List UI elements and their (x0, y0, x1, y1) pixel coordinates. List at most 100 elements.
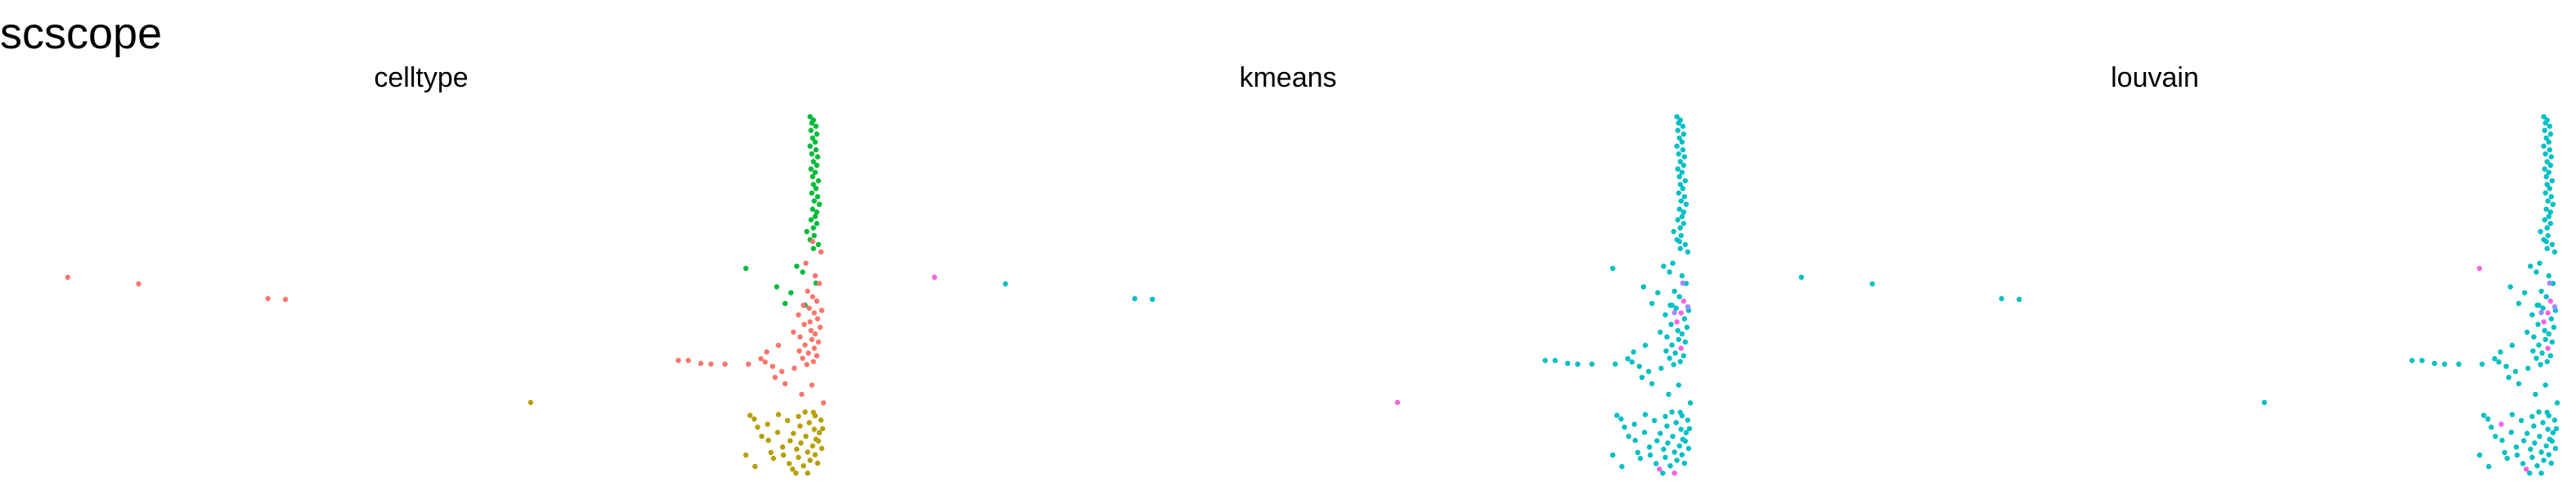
scatter-point (2541, 114, 2547, 119)
scatter-point (2528, 264, 2533, 269)
scatter-point (2486, 463, 2492, 470)
scatter-point (2547, 298, 2553, 304)
scatter-point (1686, 426, 1693, 431)
scatter-point (2498, 421, 2504, 427)
scatter-point (786, 461, 792, 466)
scatter-point (2544, 246, 2550, 251)
scatter-point (2514, 452, 2520, 458)
scatter-point (1654, 438, 1660, 444)
scatter-point (2544, 182, 2550, 187)
scatter-point (816, 281, 823, 286)
scatter-point (814, 131, 819, 137)
scatter-point (2504, 456, 2510, 462)
facet-celltype: celltype (65, 62, 827, 476)
scatter-point (815, 438, 821, 444)
scatter-point (1637, 456, 1644, 462)
scatter-point (1642, 342, 1649, 349)
scatter-point (812, 273, 818, 279)
scatter-point (2538, 309, 2544, 316)
scatter-point (792, 365, 797, 372)
scatter-point (2547, 131, 2553, 137)
scatter-point (775, 412, 782, 417)
scatter-point (1674, 319, 1680, 325)
scatter-point (685, 358, 691, 363)
scatter-point (801, 322, 807, 327)
scatter-point (815, 154, 820, 160)
scatter-point (810, 206, 815, 212)
scatter-point (812, 452, 818, 457)
scatter-point (2542, 336, 2548, 342)
scatter-point (1682, 178, 1688, 184)
scatter-point (794, 264, 800, 269)
scatter-point (746, 361, 752, 367)
scatter-point (743, 265, 749, 272)
scatter-point (801, 463, 806, 469)
scatter-point (2554, 400, 2560, 406)
scatter-point (1685, 249, 1691, 255)
scatter-point (1552, 358, 1558, 363)
scatter-point (2545, 232, 2551, 239)
scatter-point (931, 274, 938, 280)
scatter-point (1665, 440, 1671, 446)
scatter-point (1676, 120, 1681, 126)
scatter-point (2553, 426, 2560, 431)
scatter-point (808, 217, 814, 223)
scatter-point (2548, 460, 2554, 466)
scatter-point (1667, 302, 1673, 309)
scatter-point (2547, 353, 2553, 358)
scatter-point (2538, 471, 2544, 476)
scatter-point (1670, 434, 1676, 439)
scatter-point (815, 460, 820, 466)
scatter-point (1664, 334, 1670, 340)
facet-kmeans: kmeans (931, 62, 1694, 476)
scatter-point (2485, 416, 2491, 422)
scatter-point (1625, 356, 1631, 362)
scatter-point (768, 449, 774, 456)
scatter-point (1003, 281, 1008, 287)
scatter-point (1649, 381, 1655, 387)
scatter-point (788, 438, 793, 444)
scatter-point (2546, 169, 2551, 175)
scatter-point (808, 128, 814, 133)
scatter-point (1681, 131, 1686, 137)
scatter-point (1683, 430, 1690, 435)
scatter-point (790, 466, 796, 472)
scatter-point (752, 463, 758, 470)
scatter-point (2499, 437, 2505, 444)
scatter-point (2529, 454, 2535, 461)
scatter-point (818, 417, 824, 423)
scatter-point (2547, 209, 2553, 215)
scatter-point (1667, 355, 1672, 361)
scatter-point (708, 361, 714, 367)
scatter-point (1618, 416, 1624, 422)
scatter-point (809, 382, 815, 388)
scatter-point (1681, 460, 1687, 466)
scatter-point (2537, 260, 2542, 266)
scatter-point (1681, 194, 1687, 200)
scatter-point (2547, 186, 2552, 191)
scatter-point (2515, 381, 2522, 387)
scatter-point (808, 166, 814, 172)
scatter-point (813, 124, 819, 129)
scatter-point (810, 443, 815, 449)
scatter-point (2481, 412, 2487, 418)
scatter-point (1682, 438, 1688, 444)
scatter-point (1679, 273, 1685, 279)
scatter-point (807, 114, 813, 119)
scatter-point (810, 246, 816, 251)
scatter-point (1663, 312, 1668, 318)
points-celltype (65, 114, 827, 476)
scatter-point (1661, 264, 1667, 269)
scatter-point (2538, 362, 2543, 367)
scatter-point (1681, 220, 1686, 227)
scatter-point (2537, 434, 2542, 439)
scatter-point (2551, 417, 2558, 423)
scatter-point (791, 329, 797, 336)
scatter-point (265, 295, 271, 302)
scatter-point (814, 220, 819, 227)
scatter-point (2548, 316, 2554, 322)
scatter-point (804, 228, 810, 235)
scatter-point (2535, 322, 2541, 327)
scatter-point (2261, 399, 2268, 405)
scatter-point (2497, 349, 2503, 355)
